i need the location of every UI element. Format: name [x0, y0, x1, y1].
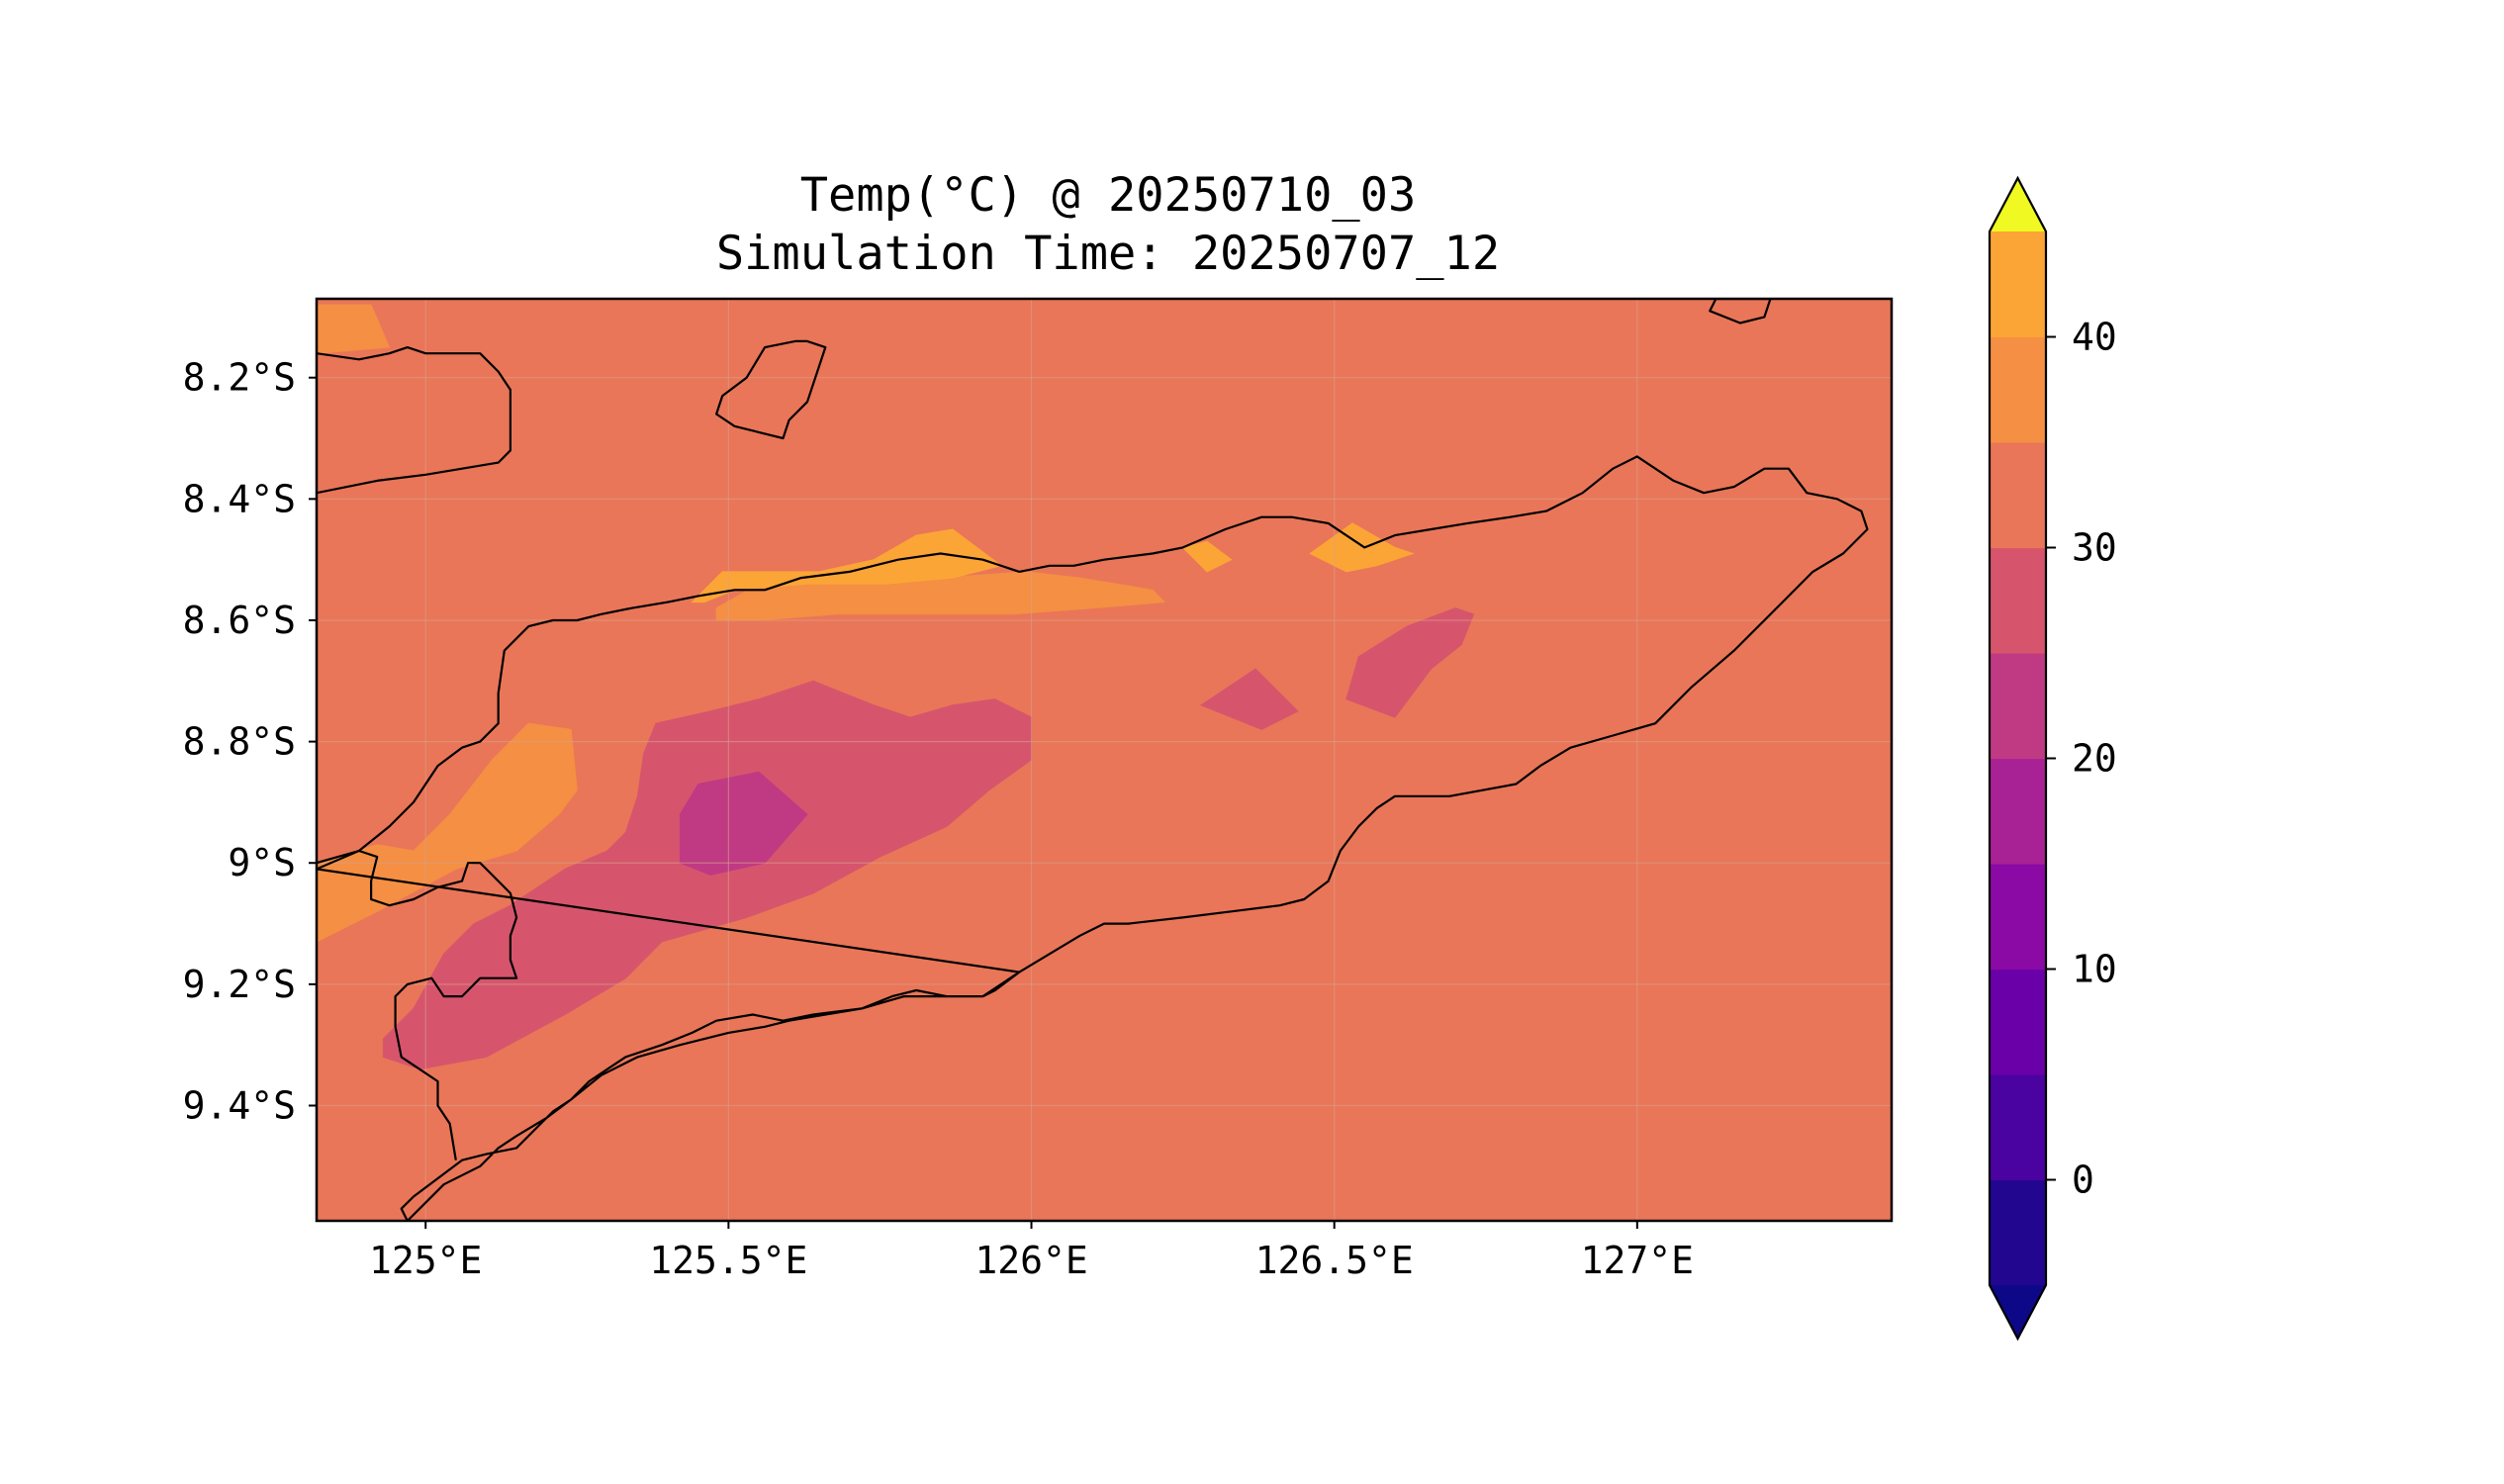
- colorbar-segment: [1990, 336, 2046, 443]
- temp-band-15-20-9: [679, 771, 808, 877]
- temp-band-30-35-0: [317, 304, 391, 354]
- temp-band-20-25-8: [1345, 607, 1475, 718]
- colorbar-segment: [1990, 547, 2046, 654]
- colorbar-tick-label: 40: [2072, 316, 2117, 359]
- title-line-1: Temp(°C) @ 20250710_03: [800, 168, 1417, 223]
- colorbar-segment: [1990, 653, 2046, 760]
- title-line-2: Simulation Time: 20250707_12: [716, 227, 1500, 281]
- coastline-3: [317, 455, 1869, 1221]
- colorbar-segment: [1990, 1074, 2046, 1181]
- coastline-4: [317, 849, 518, 1160]
- x-tick-label: 125°E: [369, 1239, 482, 1282]
- x-tick-label: 126°E: [974, 1239, 1087, 1282]
- colorbar: 0 10 20 30 40: [1988, 175, 2117, 1342]
- coastline-0: [317, 346, 512, 495]
- colorbar-segment: [1990, 758, 2046, 865]
- colorbar-tick-label: 30: [2072, 526, 2117, 570]
- temperature-fills: [317, 304, 1475, 1070]
- x-tick-label: 125.5°E: [649, 1239, 807, 1282]
- y-tick-label: 8.6°S: [183, 599, 296, 642]
- y-tick-label: 9°S: [228, 841, 296, 884]
- colorbar-segment: [1990, 969, 2046, 1075]
- y-tick-label: 8.4°S: [183, 477, 296, 520]
- coastlines: [317, 299, 1869, 1221]
- coastline-2: [1709, 299, 1772, 325]
- y-tick-label: 8.8°S: [183, 720, 296, 764]
- y-tick-label: 8.2°S: [183, 356, 296, 400]
- coastline-1: [714, 339, 827, 440]
- latitude-axis: 8.2°S 8.4°S 8.6°S 8.8°S 9°S 9.2°S 9.4°S: [183, 356, 317, 1128]
- colorbar-segment: [1990, 232, 2046, 338]
- colorbar-tick-label: 20: [2072, 737, 2117, 781]
- map-frame: [315, 297, 1894, 1223]
- temp-band-20-25-7: [1199, 668, 1299, 730]
- colorbar-segment: [1990, 442, 2046, 549]
- colorbar-segment: [1990, 864, 2046, 971]
- colorbar-tick-label: 10: [2072, 948, 2117, 991]
- colorbar-extend-min: [1990, 1285, 2046, 1339]
- y-tick-label: 9.2°S: [183, 963, 296, 1006]
- temp-band-35-40-4: [1181, 540, 1233, 573]
- colorbar-segment: [1990, 1179, 2046, 1286]
- x-tick-label: 126.5°E: [1255, 1239, 1414, 1282]
- figure-title: Temp(°C) @ 20250710_03 Simulation Time: …: [716, 168, 1500, 281]
- x-tick-label: 127°E: [1581, 1239, 1694, 1282]
- map-gridlines: [317, 299, 1892, 1221]
- map-plot-area: [315, 297, 1894, 1223]
- colorbar-outline: [1988, 175, 2048, 1342]
- longitude-axis: 125°E 125.5°E 126°E 126.5°E 127°E: [369, 1221, 1694, 1282]
- y-tick-label: 9.4°S: [183, 1084, 296, 1128]
- map-background: [317, 299, 1892, 1221]
- temp-band-35-40-5: [1309, 522, 1415, 573]
- colorbar-tick-label: 0: [2072, 1159, 2094, 1202]
- colorbar-extend-max: [1990, 178, 2046, 232]
